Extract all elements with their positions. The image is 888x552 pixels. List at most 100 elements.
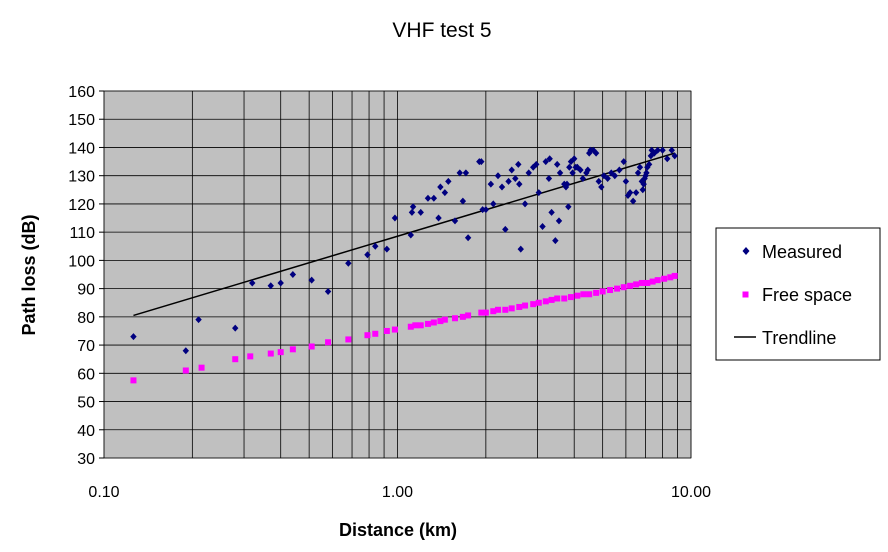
measured-point <box>487 180 495 188</box>
measured-point <box>408 208 416 216</box>
legend-measured-label: Measured <box>762 242 842 262</box>
measured-point <box>525 169 532 177</box>
free-space-point <box>465 312 472 319</box>
measured-point <box>545 175 553 183</box>
measured-point <box>441 189 449 197</box>
measured-point <box>533 160 540 168</box>
free-space-point <box>620 284 627 291</box>
measured-point <box>638 177 646 185</box>
measured-point <box>445 177 452 185</box>
free-space-point <box>478 309 485 316</box>
free-space-point <box>417 322 424 329</box>
measured-point <box>567 158 575 166</box>
free-space-point <box>277 349 284 356</box>
legend-trendline-label: Trendline <box>762 328 836 348</box>
y-tick-label: 30 <box>77 451 95 468</box>
measured-point <box>565 203 572 211</box>
free-space-point <box>459 313 466 320</box>
free-space-point <box>308 343 315 350</box>
measured-point <box>277 279 284 287</box>
free-space-point <box>383 327 390 334</box>
free-space-point <box>437 318 444 325</box>
free-space-point <box>638 279 645 286</box>
measured-point <box>324 287 332 295</box>
measured-point <box>430 194 438 202</box>
measured-point <box>555 217 563 225</box>
measured-point <box>130 333 137 341</box>
free-space-point <box>364 332 371 339</box>
measured-point <box>407 231 415 239</box>
measured-point <box>648 146 655 154</box>
free-space-point <box>345 336 352 343</box>
y-tick-label: 110 <box>69 225 95 242</box>
measured-point <box>620 158 627 166</box>
legend-free-space-label: Free space <box>762 285 852 305</box>
measured-point <box>308 276 315 284</box>
free-space-point <box>502 306 509 313</box>
free-space-point <box>232 356 239 363</box>
measured-point <box>451 217 459 225</box>
chart-title: VHF test 5 <box>392 19 491 42</box>
free-space-point <box>627 282 634 289</box>
measured-point <box>249 279 256 287</box>
measured-point <box>584 166 591 174</box>
y-tick-label: 80 <box>77 310 95 327</box>
measured-point <box>182 347 190 355</box>
measured-point <box>643 169 650 177</box>
measured-point <box>659 146 666 154</box>
y-tick-label: 40 <box>77 423 95 440</box>
measured-point <box>645 160 653 168</box>
measured-point <box>583 169 590 177</box>
measured-point <box>512 175 519 183</box>
measured-point <box>464 234 472 242</box>
measured-point <box>435 214 442 222</box>
measured-point <box>478 158 485 166</box>
measured-series <box>130 146 678 355</box>
measured-point <box>530 163 537 171</box>
measured-point <box>552 237 559 245</box>
measured-point <box>364 251 371 259</box>
x-tick-label: 0.10 <box>88 484 119 501</box>
free-space-point <box>593 289 600 296</box>
measured-point <box>459 197 467 205</box>
y-tick-label: 140 <box>68 140 95 157</box>
free-space-point <box>649 278 656 285</box>
x-axis-title: Distance (km) <box>339 520 457 540</box>
measured-point <box>195 316 202 324</box>
measured-point <box>289 271 297 278</box>
free-space-point <box>561 295 568 302</box>
measured-point <box>639 186 646 194</box>
x-tick-label: 1.00 <box>382 484 413 501</box>
free-space-point <box>535 299 542 306</box>
free-space-point <box>482 309 489 316</box>
measured-point <box>634 169 642 177</box>
free-space-point <box>542 298 549 305</box>
measured-point <box>644 163 651 171</box>
y-tick-label: 100 <box>68 253 95 270</box>
measured-point <box>417 208 424 216</box>
free-space-point <box>508 305 515 312</box>
measured-point <box>542 158 549 166</box>
free-space-point <box>441 316 448 323</box>
measured-point <box>611 172 618 180</box>
measured-point <box>598 183 605 191</box>
measured-point <box>515 160 522 168</box>
y-tick-label: 90 <box>77 282 95 299</box>
measured-point <box>624 191 632 199</box>
free-space-point <box>325 339 332 346</box>
measured-point <box>516 180 523 188</box>
y-axis-title: Path loss (dB) <box>19 214 39 335</box>
measured-point <box>562 183 570 191</box>
y-tick-label: 120 <box>68 197 95 214</box>
measured-point <box>462 169 470 177</box>
free-space-point <box>247 353 254 360</box>
free-space-point <box>182 367 189 374</box>
free-space-point <box>644 279 651 286</box>
measured-point <box>622 177 630 185</box>
y-tick-label: 50 <box>77 395 95 412</box>
free-space-point <box>554 295 561 302</box>
measured-point <box>494 172 502 180</box>
free-space-point <box>607 287 614 294</box>
measured-point <box>636 163 644 171</box>
free-space-point <box>198 364 205 371</box>
